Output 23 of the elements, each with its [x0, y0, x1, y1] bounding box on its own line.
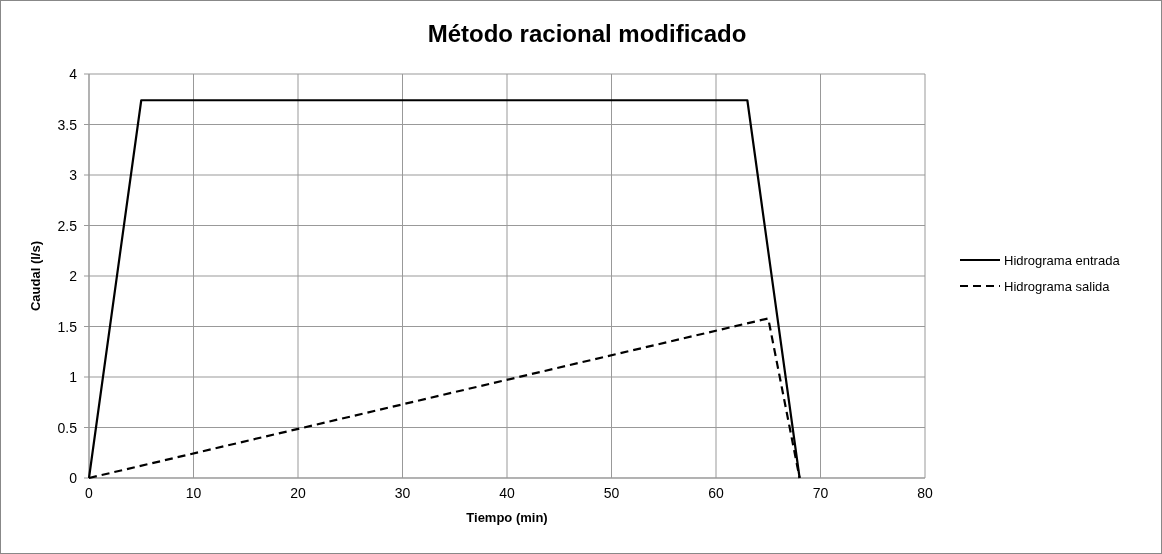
chart-title: Método racional modificado: [427, 20, 747, 47]
y-tick-label: 3.5: [57, 116, 78, 133]
legend-label: Hidrograma salida: [1004, 279, 1111, 294]
y-tick-label: 3: [69, 167, 78, 183]
y-axis-title: Caudal (l/s): [28, 240, 43, 312]
x-tick-label: 0: [85, 485, 94, 501]
y-tick-label: 2.5: [57, 217, 78, 234]
legend-label: Hidrograma entrada: [1004, 253, 1121, 268]
x-tick-label: 60: [708, 485, 724, 501]
y-tick-label: 0: [69, 470, 78, 486]
y-tick-label: 1.5: [57, 318, 78, 335]
x-tick-label: 10: [185, 485, 202, 501]
y-tick-label: 4: [69, 66, 78, 82]
x-tick-label: 80: [917, 485, 933, 501]
x-tick-label: 20: [290, 485, 306, 501]
y-tick-label: 1: [69, 369, 78, 385]
y-tick-label: 0.5: [57, 419, 78, 436]
x-tick-label: 50: [603, 485, 620, 501]
x-tick-label: 40: [499, 485, 515, 501]
y-tick-label: 2: [69, 268, 78, 284]
x-tick-label: 70: [812, 485, 829, 501]
x-tick-label: 30: [394, 485, 411, 501]
x-axis-title: Tiempo (min): [466, 510, 548, 525]
